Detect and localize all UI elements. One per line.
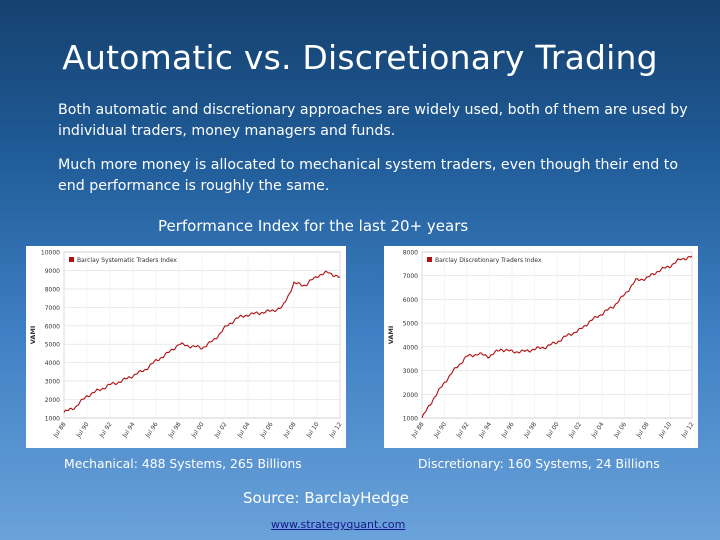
y-tick-label: 10000: [41, 250, 60, 257]
x-tick-label: Jul 90: [432, 421, 448, 440]
paragraph-allocation: Much more money is allocated to mechanic…: [58, 157, 678, 194]
x-tick-label: Jul 98: [522, 421, 538, 440]
y-tick-label: 4000: [45, 360, 60, 367]
x-tick-label: Jul 06: [612, 421, 628, 440]
legend-label: Barclay Systematic Traders Index: [77, 257, 177, 264]
charts-subtitle: Performance Index for the last 20+ years: [158, 217, 469, 235]
y-tick-label: 5000: [45, 342, 60, 349]
source-label: Source: BarclayHedge: [243, 489, 409, 507]
y-tick-label: 4000: [403, 344, 418, 351]
mechanical-chart: 1000 2000 3000 4000 5000 6000 7000 8000 9000 1000…: [26, 246, 346, 448]
x-tick-label: Jul 12: [328, 421, 344, 440]
x-tick-label: Jul 96: [144, 421, 160, 440]
y-tick-label: 9000: [45, 268, 60, 275]
slide-title: Automatic vs. Discretionary Trading: [62, 38, 658, 77]
legend-swatch: [427, 257, 432, 262]
legend-label: Barclay Discretionary Traders Index: [435, 257, 542, 264]
x-tick-label: Jul 10: [657, 421, 673, 440]
y-tick-label: 2000: [45, 397, 60, 404]
x-tick-label: Jul 00: [545, 421, 561, 440]
y-tick-label: 6000: [403, 297, 418, 304]
x-tick-label: Jul 08: [282, 421, 298, 440]
legend-swatch: [69, 257, 74, 262]
x-tick-label: Jul 02: [567, 421, 583, 440]
paragraph-usage: Both automatic and discretionary approac…: [58, 102, 688, 139]
x-tick-label: Jul 04: [590, 421, 606, 440]
x-tick-label: Jul 88: [52, 421, 68, 440]
x-tick-label: Jul 88: [410, 421, 426, 440]
y-tick-label: 8000: [45, 286, 60, 293]
x-tick-label: Jul 06: [259, 421, 275, 440]
y-axis-label: VAMI: [29, 326, 37, 345]
x-tick-label: Jul 04: [236, 421, 252, 440]
y-axis-label: VAMI: [387, 326, 395, 345]
x-tick-label: Jul 10: [305, 421, 321, 440]
y-tick-label: 3000: [45, 379, 60, 386]
x-tick-label: Jul 08: [635, 421, 651, 440]
discretionary-chart: 1000 2000 3000 4000 5000 6000 7000 8000 Jul 88 Ju…: [384, 246, 698, 448]
y-tick-label: 1000: [403, 416, 418, 423]
x-tick-label: Jul 92: [98, 421, 114, 440]
caption-mechanical: Mechanical: 488 Systems, 265 Billions: [64, 456, 302, 471]
y-tick-label: 7000: [45, 305, 60, 312]
discretionary-chart-svg: 1000 2000 3000 4000 5000 6000 7000 8000 Jul 88 Ju…: [387, 250, 696, 440]
y-tick-label: 7000: [403, 273, 418, 280]
mechanical-chart-svg: 1000 2000 3000 4000 5000 6000 7000 8000 9000 1000…: [29, 250, 344, 440]
x-tick-label: Jul 12: [680, 421, 696, 440]
y-tick-label: 6000: [45, 323, 60, 330]
y-tick-label: 8000: [403, 250, 418, 257]
y-tick-label: 1000: [45, 416, 60, 423]
x-tick-label: Jul 94: [121, 421, 137, 440]
x-tick-label: Jul 94: [477, 421, 493, 440]
y-tick-label: 5000: [403, 321, 418, 328]
x-tick-label: Jul 96: [500, 421, 516, 440]
caption-discretionary: Discretionary: 160 Systems, 24 Billions: [418, 456, 660, 471]
x-tick-label: Jul 92: [455, 421, 471, 440]
series-line: [421, 255, 693, 419]
y-tick-label: 2000: [403, 392, 418, 399]
x-tick-label: Jul 00: [190, 421, 206, 440]
y-tick-label: 3000: [403, 368, 418, 375]
series-line: [63, 270, 341, 413]
x-tick-label: Jul 98: [167, 421, 183, 440]
x-tick-label: Jul 02: [213, 421, 229, 440]
x-tick-label: Jul 90: [75, 421, 91, 440]
website-link[interactable]: www.strategyquant.com: [271, 518, 406, 531]
